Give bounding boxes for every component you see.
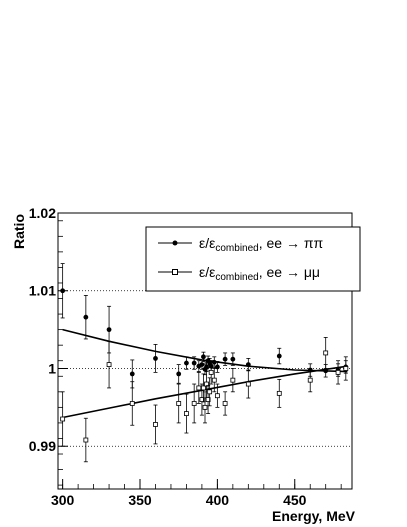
data-point-pipi [153,355,158,361]
data-point-pipi [230,356,236,362]
legend-mumu-marker [172,269,178,275]
data-point-mumu [214,393,220,399]
plot-frame [57,212,353,490]
data-point-mumu [343,366,349,371]
legend-pipi-label: ε/εcombined, ee → ππ [199,235,324,254]
data-point-mumu [205,397,211,402]
legend-box [145,226,361,292]
data-point-mumu [196,385,202,391]
data-point-pipi [176,371,182,377]
data-point-mumu [202,404,208,410]
legend: ε/εcombined, ee → ππ ε/εcombined, ee → μ… [145,226,361,292]
data-point-mumu [323,350,329,356]
legend-pipi-rest: , ee → ππ [259,235,324,251]
data-point-mumu [201,385,206,391]
data-point-pipi [199,362,205,368]
data-point-pipi [106,327,112,333]
tick-labels: 0.99 1 1.01 1.02 300 350 400 450 [29,205,307,508]
data-point-mumu [60,416,66,422]
data-point-mumu [245,381,251,387]
data-point-mumu [276,390,282,396]
data-point-mumu [153,422,158,427]
legend-mumu-eps: ε/ε [199,264,215,280]
data-point-pipi [191,360,197,366]
ticks [58,212,342,489]
legend-mumu-rest: , ee → μμ [259,264,320,280]
data-point-mumu [106,362,112,368]
legend-pipi-sub: combined [215,243,258,254]
x-tick-label: 400 [206,492,230,508]
data-point-mumu [83,437,89,443]
data-point-mumu [208,369,214,375]
data-point-mumu [335,369,341,375]
data-point-mumu [184,411,189,416]
x-axis-title: Energy, MeV [272,508,356,524]
y-tick-label: 1.01 [29,283,56,299]
data-point-mumu [204,381,209,387]
x-tick-label: 300 [51,492,75,508]
data-point-mumu [222,401,228,406]
legend-mumu-label: ε/εcombined, ee → μμ [199,264,320,283]
data-point-pipi [245,362,251,368]
y-tick-label: 1.02 [29,205,56,221]
series-mumu [60,336,349,463]
data-point-mumu [129,401,135,406]
data-point-pipi [201,354,206,360]
data-point-pipi [83,314,89,320]
data-point-mumu [230,377,236,383]
legend-pipi-marker [172,240,178,246]
series-layer [60,263,349,463]
data-point-mumu [307,377,313,383]
data-point-mumu [191,401,197,406]
x-tick-label: 350 [128,492,152,508]
y-tick-label: 1 [48,360,56,376]
legend-mumu-sub: combined [215,272,258,283]
data-point-mumu [176,401,182,406]
x-tick-label: 450 [283,492,307,508]
data-point-mumu [207,389,213,395]
y-tick-label: 0.99 [29,438,56,454]
data-point-mumu [211,377,217,383]
data-point-pipi [222,356,228,362]
data-point-pipi [276,353,282,359]
data-point-pipi [184,360,189,366]
data-point-pipi [129,371,135,377]
legend-pipi-eps: ε/ε [199,235,215,251]
y-axis-title: Ratio [11,214,27,249]
